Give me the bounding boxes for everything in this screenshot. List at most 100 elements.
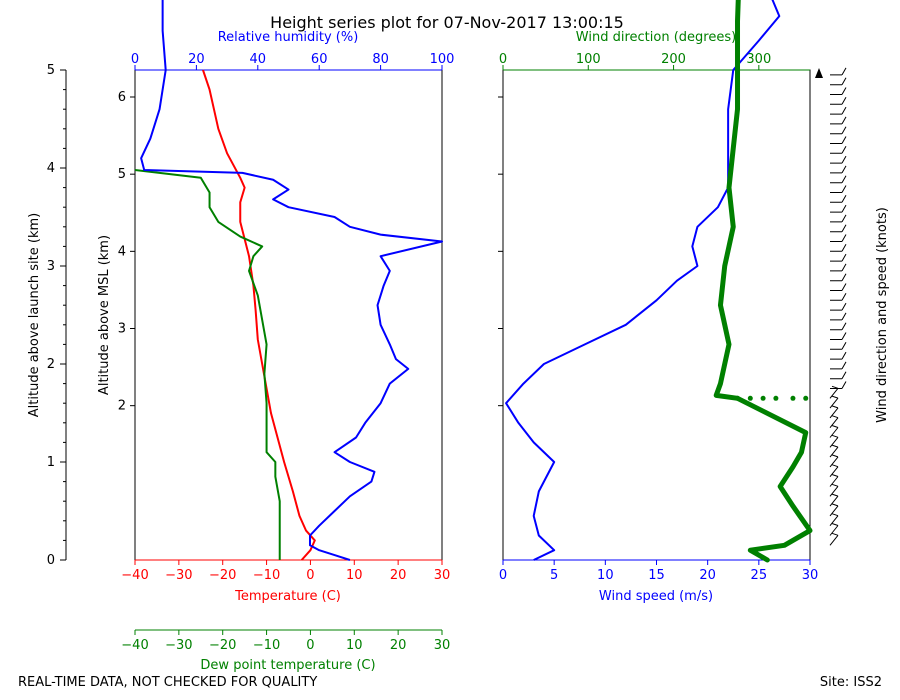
msl-alt-tick-label: 2 (118, 399, 126, 414)
chart-title: Height series plot for 07-Nov-2017 13:00… (270, 13, 624, 32)
rh-line (140, 0, 443, 561)
wind-direction-line (713, 0, 813, 563)
wind-barb (830, 322, 847, 331)
rh-tick-label: 100 (430, 52, 455, 67)
wind-barb (830, 185, 847, 193)
wind-speed-axis-label: Wind speed (m/s) (599, 589, 713, 604)
wind-barb (829, 513, 839, 527)
wind-barb (830, 381, 847, 389)
msl-alt-tick-label: 3 (118, 322, 126, 337)
dewpoint-tick-label: 20 (390, 638, 407, 653)
wind-barb (829, 474, 839, 487)
launch-alt-tick-label: 0 (47, 553, 55, 568)
wind-barb (830, 234, 847, 242)
temperature-tick-label: −20 (209, 568, 236, 583)
wind-barb (830, 155, 847, 164)
wind-barb (830, 106, 847, 115)
wind-speed-tick-label: 10 (597, 568, 614, 583)
wind-barb (829, 385, 839, 399)
wind-direction-point (790, 395, 796, 401)
wind-barb (830, 175, 847, 184)
rh-tick-label: 80 (372, 52, 389, 67)
rh-tick-label: 20 (188, 52, 205, 67)
wind-speed-tick-label: 20 (699, 568, 716, 583)
temperature-tick-label: −40 (121, 568, 148, 583)
wind-barb (830, 165, 847, 174)
wind-barb (830, 273, 847, 282)
wind-barb-axis-label: Wind direction and speed (knots) (875, 207, 890, 423)
thermo-panel: 0 1 2 3 4 5 Altitude above launch site (km) 2… (27, 0, 454, 673)
dewpoint-tick-label: −20 (209, 638, 236, 653)
wind-direction-point (803, 395, 809, 401)
wind-barb (830, 342, 847, 350)
wind-barb (830, 253, 847, 262)
msl-alt-tick-label: 6 (118, 90, 126, 105)
wind-direction-point (773, 395, 779, 401)
wind-barb (829, 395, 839, 409)
wind-dir-tick-label: 200 (661, 52, 686, 67)
wind-barb (830, 204, 847, 213)
wind-barb (829, 503, 839, 517)
wind-barb (829, 454, 839, 468)
wind-barb (830, 371, 847, 380)
dewpoint-tick-label: −30 (165, 638, 192, 653)
wind-dir-tick-label: 100 (576, 52, 601, 67)
wind-direction-point (760, 395, 766, 401)
rh-tick-label: 0 (131, 52, 139, 67)
launch-alt-tick-label: 5 (47, 63, 55, 78)
wind-dir-tick-label: 300 (746, 52, 771, 67)
rh-axis-label: Relative humidity (%) (218, 30, 359, 45)
dewpoint-line (134, 168, 281, 560)
temperature-tick-label: 20 (390, 568, 407, 583)
wind-barb (829, 425, 839, 438)
wind-speed-tick-label: 0 (499, 568, 507, 583)
wind-direction-point (747, 395, 753, 401)
wind-barb (830, 244, 847, 252)
wind-speed-tick-label: 25 (751, 568, 768, 583)
temperature-tick-label: −30 (165, 568, 192, 583)
launch-alt-tick-label: 4 (47, 161, 55, 176)
wind-plot-frame (502, 69, 811, 561)
wind-barb (830, 302, 847, 311)
site-label: Site: ISS2 (820, 675, 882, 690)
launch-alt-axis-label: Altitude above launch site (km) (27, 213, 42, 417)
dewpoint-tick-label: 10 (346, 638, 363, 653)
temperature-line (202, 69, 316, 561)
wind-barb (830, 361, 847, 370)
wind-barb (830, 136, 847, 144)
wind-speed-tick-label: 5 (550, 568, 558, 583)
wind-barb (830, 97, 847, 105)
msl-alt-axis-label: Altitude above MSL (km) (97, 235, 112, 395)
wind-barb (829, 493, 839, 507)
wind-barb (829, 434, 839, 448)
wind-barb (830, 126, 847, 135)
dewpoint-tick-label: 0 (306, 638, 314, 653)
rh-tick-label: 40 (250, 52, 267, 67)
dewpoint-tick-label: 30 (434, 638, 451, 653)
wind-barb (830, 87, 847, 95)
msl-alt-tick-label: 4 (118, 244, 126, 259)
wind-barb (830, 351, 847, 360)
temperature-axis-label: Temperature (C) (234, 589, 341, 604)
wind-barb (830, 283, 847, 291)
wind-barb (830, 293, 847, 301)
temperature-tick-label: 0 (306, 568, 314, 583)
wind-barb (830, 224, 847, 233)
wind-barb (830, 312, 847, 321)
wind-dir-axis-label: Wind direction (degrees) (576, 30, 736, 45)
wind-barb (830, 332, 847, 340)
wind-panel: 0 100 200 300 Wind direction (degrees) 0 5 10… (498, 0, 890, 604)
wind-barb (829, 523, 839, 536)
launch-alt-tick-label: 3 (47, 259, 55, 274)
wind-barb (829, 483, 839, 497)
launch-alt-tick-label: 1 (47, 455, 55, 470)
wind-barb (830, 77, 847, 86)
wind-direction-point (735, 395, 741, 401)
wind-barb (829, 444, 839, 458)
wind-barb (829, 464, 839, 478)
temperature-tick-label: −10 (253, 568, 280, 583)
wind-barb (830, 67, 847, 76)
thermo-plot-frame (134, 69, 443, 561)
dewpoint-tick-label: −10 (253, 638, 280, 653)
dewpoint-tick-label: −40 (121, 638, 148, 653)
